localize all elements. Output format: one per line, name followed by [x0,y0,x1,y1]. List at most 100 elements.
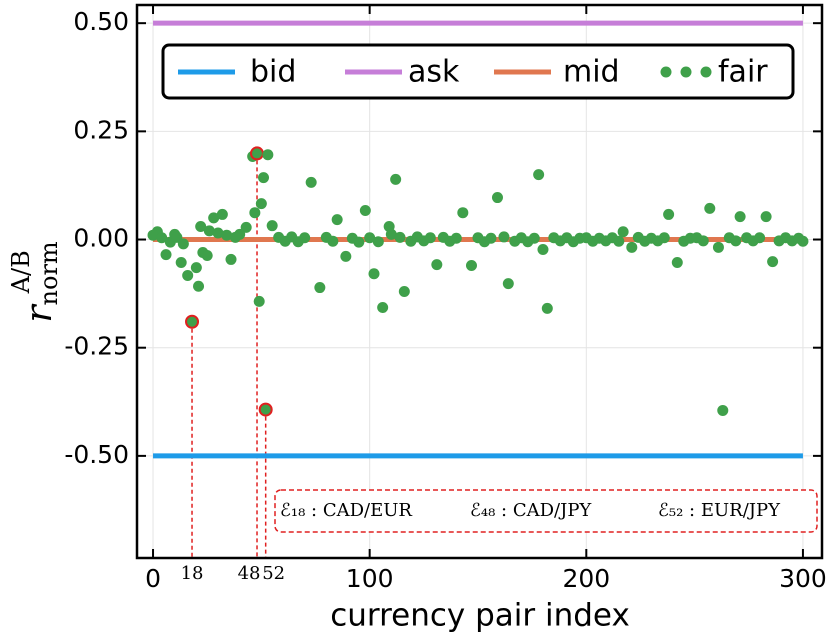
point [327,235,339,247]
point [671,256,683,268]
point [359,205,371,217]
y-tick-label: -0.50 [64,440,129,469]
point [372,236,384,248]
point [147,229,159,241]
point [258,172,270,184]
highlight-point [258,402,273,417]
x-tick-label: 100 [346,564,394,593]
y-label-sub: norm [35,241,63,305]
point [240,221,252,233]
point [221,229,233,241]
point [262,149,274,161]
point [617,226,629,238]
y-tick-label: 0.50 [73,7,129,36]
point [212,227,224,239]
point [225,253,237,265]
point [626,241,638,253]
point [353,236,365,248]
point [754,232,766,244]
y-tick-label: 0.00 [73,224,129,253]
point [394,231,406,243]
point [502,278,514,290]
point [208,212,220,224]
point [193,280,205,292]
point [266,220,278,232]
point [234,228,246,240]
annotation-box [274,489,818,533]
point [663,208,675,220]
point [216,208,228,220]
point [195,221,207,233]
point [431,259,443,271]
point [368,268,380,280]
point [613,235,625,247]
point [314,282,326,294]
legend-label: bid [250,55,296,90]
point [331,214,343,226]
y-axis-label: rnormA/B [7,241,63,323]
x-tick-label: 0 [145,564,161,593]
point [767,256,779,268]
point [537,243,549,255]
point [797,235,809,247]
point [697,235,709,247]
point [201,250,213,262]
legend-box [161,43,795,100]
x-axis-label: currency pair index [330,598,630,634]
point [255,198,267,210]
highlight-tick-label: 18 [181,563,204,584]
y-tick-label: 0.25 [73,115,129,144]
point [253,295,265,307]
point [177,238,189,250]
annotation: ℰ₁₈ : CAD/EUR [280,500,412,521]
point [528,232,540,244]
point [390,173,402,185]
point [658,232,670,244]
point [175,256,187,268]
point [717,404,729,416]
point [450,232,462,244]
annotation: ℰ₅₂ : EUR/JPY [658,500,781,521]
legend-swatch [660,66,672,78]
point [398,285,410,297]
point [485,232,497,244]
point [541,302,553,314]
point [760,211,772,223]
y-label-sup: A/B [7,250,35,294]
point [160,249,172,261]
legend-swatch [680,66,692,78]
point [491,192,503,204]
point [465,259,477,271]
legend-label: ask [408,55,460,90]
point [730,235,742,247]
highlight-point [185,314,200,329]
point [305,176,317,188]
point [498,231,510,243]
y-label-base: r [19,304,60,323]
point [457,207,469,219]
point [299,232,311,244]
legend-swatch [700,66,712,78]
point [533,169,545,181]
annotation: ℰ₄₈ : CAD/JPY [470,500,592,521]
legend-label: mid [563,55,620,90]
point [385,228,397,240]
point [182,269,194,281]
x-tick-label: 200 [562,564,610,593]
y-tick-label: -0.25 [64,332,129,361]
highlight-tick-label: 52 [262,563,285,584]
point [249,207,261,219]
legend-label: fair [718,55,768,90]
point [712,241,724,253]
point [190,262,202,274]
point [156,232,168,244]
point [704,202,716,214]
highlight-tick-label: 48 [238,563,261,584]
point [203,225,215,237]
legend: bid ask mid fair [161,43,795,100]
highlight-point [250,146,265,161]
point [734,211,746,223]
point [340,250,352,262]
point [377,301,389,313]
